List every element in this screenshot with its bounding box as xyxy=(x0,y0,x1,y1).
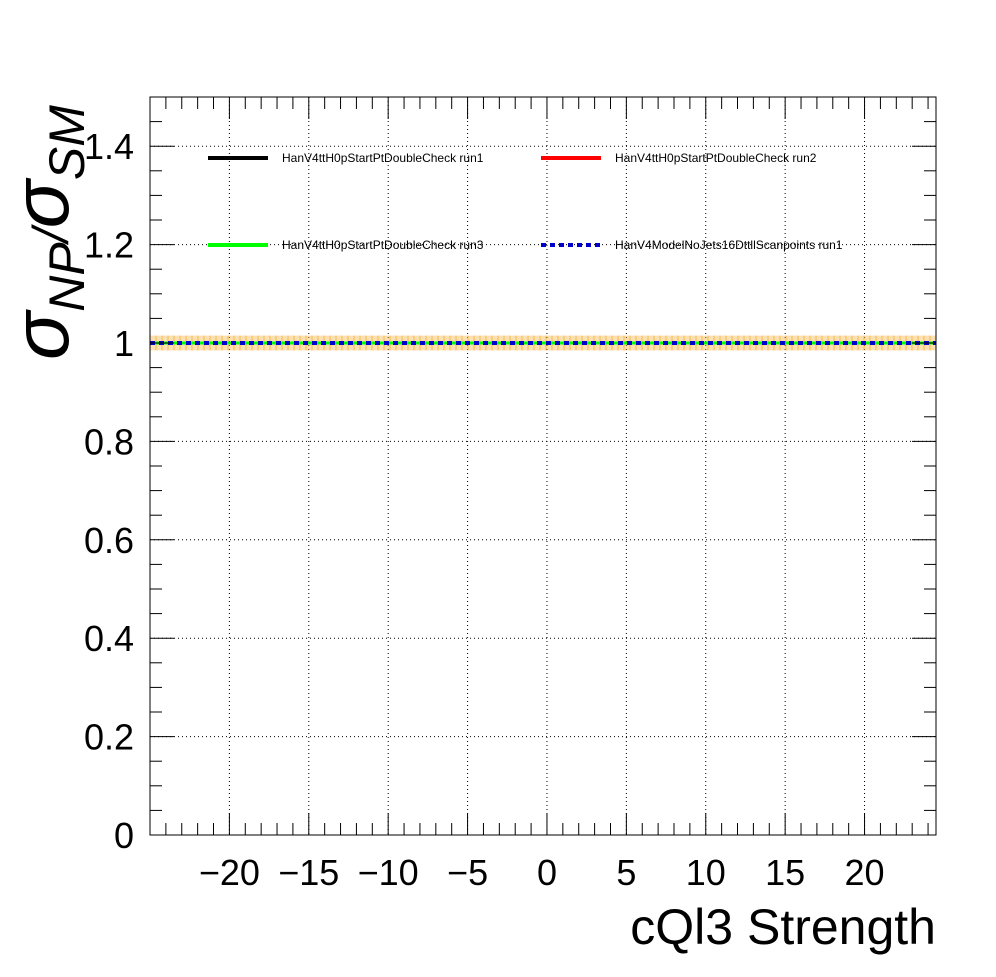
y-tick-label: 0.6 xyxy=(84,520,134,561)
y-axis-title-separator: / xyxy=(23,223,79,245)
y-tick-label: 0 xyxy=(114,815,134,856)
y-axis-title-numerator-subscript: NP xyxy=(39,242,95,312)
y-axis-title-denominator-subscript: SM xyxy=(39,105,95,180)
legend: HanV4ttH0pStartPtDoubleCheck run1 HanV4tt… xyxy=(208,151,843,252)
y-axis-title: σNP/σSM xyxy=(0,105,95,360)
y-tick-label: 0.4 xyxy=(84,618,134,659)
legend-label-4: HanV4ModelNoJets16DttllScanpoints run1 xyxy=(615,238,843,252)
legend-label-2: HanV4ttH0pStartPtDoubleCheck run2 xyxy=(615,151,817,165)
x-tick-label: 5 xyxy=(616,852,636,893)
y-tick-label: 1.4 xyxy=(84,126,134,167)
y-tick-label: 1.2 xyxy=(84,225,134,266)
axis-ticks xyxy=(149,96,936,836)
x-tick-label: 20 xyxy=(845,852,885,893)
x-tick-label: 0 xyxy=(537,852,557,893)
x-tick-label: −10 xyxy=(358,852,419,893)
x-axis-title: cQl3 Strength xyxy=(630,899,936,955)
y-tick-label: 0.2 xyxy=(84,717,134,758)
legend-label-1: HanV4ttH0pStartPtDoubleCheck run1 xyxy=(282,151,484,165)
x-tick-label: −15 xyxy=(278,852,339,893)
svg-text:σNP/σSM: σNP/σSM xyxy=(0,105,95,360)
y-axis-title-numerator: σ xyxy=(0,309,85,360)
y-tick-label: 1 xyxy=(114,323,134,364)
y-tick-labels: 0 0.2 0.4 0.6 0.8 1 1.2 1.4 xyxy=(84,126,134,856)
x-tick-label: 10 xyxy=(686,852,726,893)
x-tick-label: 15 xyxy=(765,852,805,893)
x-tick-label: −20 xyxy=(199,852,260,893)
legend-label-3: HanV4ttH0pStartPtDoubleCheck run3 xyxy=(282,238,484,252)
y-axis-title-denominator: σ xyxy=(0,177,85,228)
x-tick-label: −5 xyxy=(447,852,488,893)
x-tick-labels: −20 −15 −10 −5 0 5 10 15 20 xyxy=(199,852,885,893)
y-tick-label: 0.8 xyxy=(84,421,134,462)
